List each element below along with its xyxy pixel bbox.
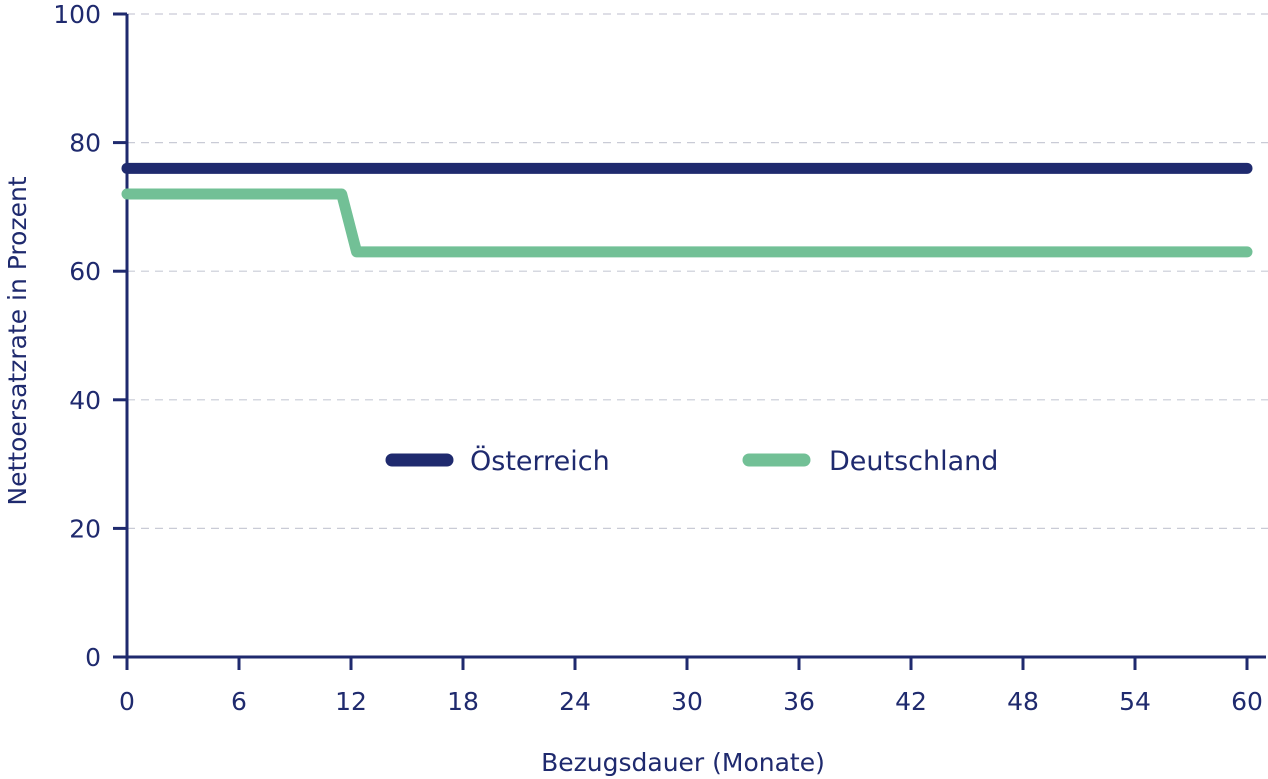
grid-lines — [127, 13, 1268, 530]
x-tick-label-54: 54 — [1119, 687, 1151, 716]
x-tick-label-30: 30 — [671, 687, 703, 716]
legend-label-2: Deutschland — [829, 446, 998, 477]
x-axis-ticks: 0 6 12 18 24 30 36 42 48 54 60 — [119, 657, 1263, 716]
y-axis-ticks: 0 20 40 60 80 100 — [53, 0, 127, 672]
y-tick-label-40: 40 — [69, 386, 101, 415]
y-tick-label-100: 100 — [53, 0, 101, 29]
y-axis-label: Nettoersatzrate in Prozent — [3, 176, 32, 505]
legend-label-1: Österreich — [470, 445, 610, 477]
x-tick-label-18: 18 — [447, 687, 479, 716]
axes — [113, 14, 1266, 669]
x-tick-label-12: 12 — [335, 687, 367, 716]
y-tick-label-60: 60 — [69, 257, 101, 286]
series-line-2 — [121, 188, 1253, 258]
x-axis-label: Bezugsdauer (Monate) — [541, 748, 825, 777]
series-lines — [121, 162, 1253, 258]
x-tick-label-6: 6 — [231, 687, 247, 716]
y-tick-label-80: 80 — [69, 129, 101, 158]
x-tick-label-0: 0 — [119, 687, 135, 716]
y-tick-label-20: 20 — [69, 514, 101, 543]
legend: Österreich Deutschland — [385, 445, 998, 477]
x-tick-label-48: 48 — [1007, 687, 1039, 716]
x-tick-label-42: 42 — [895, 687, 927, 716]
y-tick-label-0: 0 — [85, 643, 101, 672]
x-tick-label-60: 60 — [1231, 687, 1263, 716]
x-tick-label-36: 36 — [783, 687, 815, 716]
x-tick-label-24: 24 — [559, 687, 591, 716]
